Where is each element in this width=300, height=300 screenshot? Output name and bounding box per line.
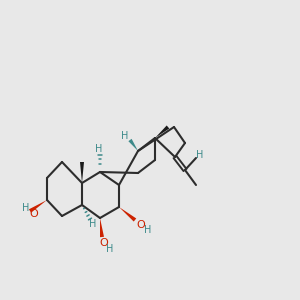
Text: H: H	[89, 219, 97, 229]
Polygon shape	[100, 218, 104, 237]
Polygon shape	[80, 162, 84, 183]
Text: H: H	[121, 131, 129, 141]
Polygon shape	[119, 207, 136, 222]
Text: H: H	[144, 225, 152, 235]
Text: H: H	[95, 144, 103, 154]
Text: O: O	[136, 220, 146, 230]
Polygon shape	[128, 139, 138, 151]
Text: O: O	[100, 238, 108, 248]
Text: H: H	[196, 150, 204, 160]
Text: O: O	[30, 209, 38, 219]
Text: H: H	[106, 244, 114, 254]
Polygon shape	[155, 125, 169, 138]
Polygon shape	[29, 200, 47, 213]
Text: H: H	[22, 203, 30, 213]
